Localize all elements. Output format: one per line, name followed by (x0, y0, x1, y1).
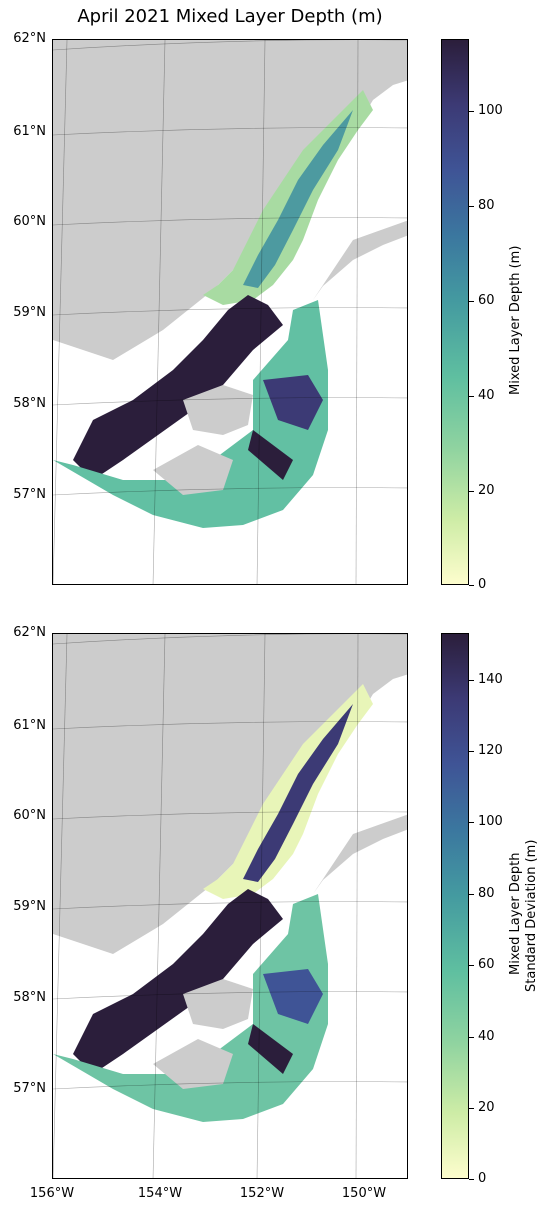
land-east (313, 220, 407, 300)
cbar-tickmark (469, 1108, 474, 1109)
land-east (313, 814, 407, 894)
shelf-dark-1 (263, 375, 323, 430)
cbar-tickmark (469, 491, 474, 492)
cbar-tick: 60 (478, 957, 495, 972)
lat-label: 60°N (13, 808, 46, 823)
cbar-tick: 20 (478, 483, 495, 498)
lat-label: 58°N (13, 990, 46, 1005)
lat-label: 62°N (13, 625, 46, 640)
shelf-fan (53, 300, 328, 528)
lat-label: 57°N (13, 487, 46, 502)
cbar-tickmark (469, 396, 474, 397)
inlet-deep (73, 295, 283, 480)
cbar-tickmark (469, 751, 474, 752)
figure-title: April 2021 Mixed Layer Depth (m) (77, 6, 383, 27)
graticule (53, 634, 407, 1178)
colorbar-label-std-line1: Mixed Layer Depth (508, 852, 523, 975)
shelf-dark-2 (248, 1024, 293, 1074)
cbar-tick: 0 (478, 1171, 487, 1186)
lat-label: 59°N (13, 305, 46, 320)
cbar-tick: 40 (478, 388, 495, 403)
inlet-deep (73, 889, 283, 1074)
colorbar-mld (441, 39, 469, 585)
shelf-fan (53, 894, 328, 1122)
inlet-upper-dark (243, 110, 353, 288)
map-panel-mld (52, 39, 408, 585)
lat-label: 58°N (13, 396, 46, 411)
cbar-tick: 0 (478, 577, 487, 592)
lat-label: 61°N (13, 718, 46, 733)
lat-label: 62°N (13, 31, 46, 46)
map-mld-svg (53, 40, 407, 584)
cbar-tickmark (469, 822, 474, 823)
map-std-svg (53, 634, 407, 1178)
cbar-tickmark (469, 111, 474, 112)
graticule (53, 40, 407, 584)
island (183, 979, 253, 1029)
cbar-tickmark (469, 680, 474, 681)
island-south (153, 445, 233, 495)
lon-label: 156°W (29, 1186, 75, 1201)
cbar-tick: 140 (478, 672, 503, 687)
cbar-tick: 100 (478, 103, 503, 118)
lat-label: 61°N (13, 124, 46, 139)
colorbar-label-std-line2: Standard Deviation (m) (524, 839, 539, 992)
cbar-tickmark (469, 894, 474, 895)
lon-label: 152°W (239, 1186, 285, 1201)
cbar-tick: 100 (478, 814, 503, 829)
colorbar-label-mld: Mixed Layer Depth (m) (508, 245, 523, 395)
shelf-dark-2 (248, 430, 293, 480)
colorbar-std (441, 633, 469, 1179)
cbar-tick: 80 (478, 198, 495, 213)
cbar-tick: 20 (478, 1100, 495, 1115)
cbar-tickmark (469, 965, 474, 966)
shelf-dark-1 (263, 969, 323, 1024)
cbar-tickmark (469, 301, 474, 302)
cbar-tick: 80 (478, 886, 495, 901)
lon-label: 154°W (137, 1186, 183, 1201)
lat-label: 60°N (13, 214, 46, 229)
lon-label: 150°W (341, 1186, 387, 1201)
lat-label: 57°N (13, 1081, 46, 1096)
lat-label: 59°N (13, 899, 46, 914)
map-panel-std (52, 633, 408, 1179)
island-south (153, 1039, 233, 1089)
cbar-tick: 120 (478, 743, 503, 758)
cbar-tick: 40 (478, 1029, 495, 1044)
cbar-tickmark (469, 1179, 474, 1180)
cbar-tickmark (469, 585, 474, 586)
inlet-upper-dark (243, 704, 353, 882)
cbar-tickmark (469, 1037, 474, 1038)
cbar-tickmark (469, 206, 474, 207)
island (183, 385, 253, 435)
cbar-tick: 60 (478, 293, 495, 308)
